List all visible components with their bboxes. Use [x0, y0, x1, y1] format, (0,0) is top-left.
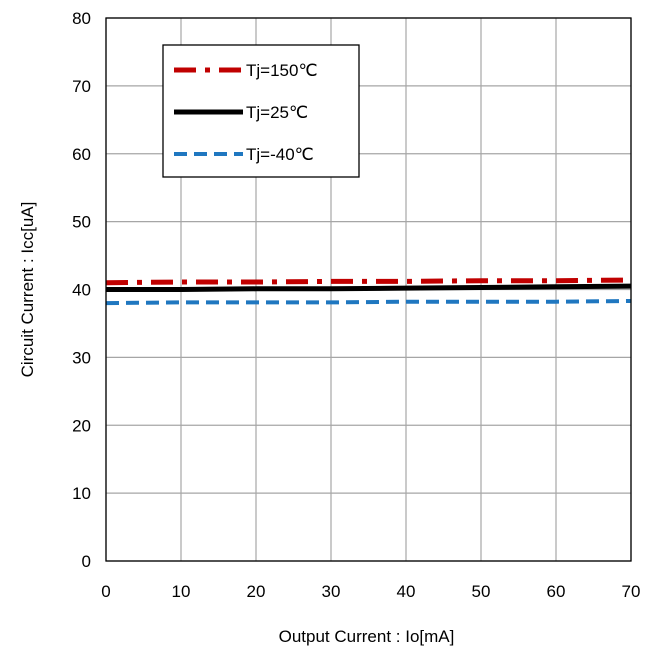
y-tick-label: 0: [82, 552, 91, 571]
x-tick-label: 30: [322, 582, 341, 601]
y-tick-label: 30: [72, 348, 91, 367]
x-tick-label: 60: [547, 582, 566, 601]
plot-frame: [105, 17, 632, 562]
legend-label-2: Tj=-40℃: [246, 145, 314, 164]
y-tick-labels: 0 10 20 30 40 50 60 70 80: [72, 9, 91, 571]
x-tick-label: 50: [472, 582, 491, 601]
x-tick-label: 10: [172, 582, 191, 601]
y-tick-label: 40: [72, 281, 91, 300]
x-tick-labels: 0 10 20 30 40 50 60 70: [101, 582, 640, 601]
y-tick-label: 50: [72, 213, 91, 232]
legend-label-1: Tj=25℃: [246, 103, 308, 122]
series-line-2: [105, 299, 632, 306]
y-tick-label: 10: [72, 484, 91, 503]
y-tick-label: 80: [72, 9, 91, 28]
x-tick-label: 0: [101, 582, 110, 601]
y-axis-title: Circuit Current : Icc[uA]: [18, 202, 37, 378]
series-line-1: [106, 283, 632, 292]
x-tick-label: 70: [622, 582, 641, 601]
x-tick-label: 20: [247, 582, 266, 601]
y-tick-label: 20: [72, 416, 91, 435]
series-layer: [105, 277, 632, 306]
series-line-0: [105, 277, 632, 286]
legend: Tj=150℃ Tj=25℃ Tj=-40℃: [162, 44, 360, 178]
x-axis-title: Output Current : Io[mA]: [279, 627, 455, 646]
x-tick-label: 40: [397, 582, 416, 601]
legend-label-0: Tj=150℃: [246, 61, 318, 80]
y-tick-label: 60: [72, 145, 91, 164]
y-tick-label: 70: [72, 77, 91, 96]
